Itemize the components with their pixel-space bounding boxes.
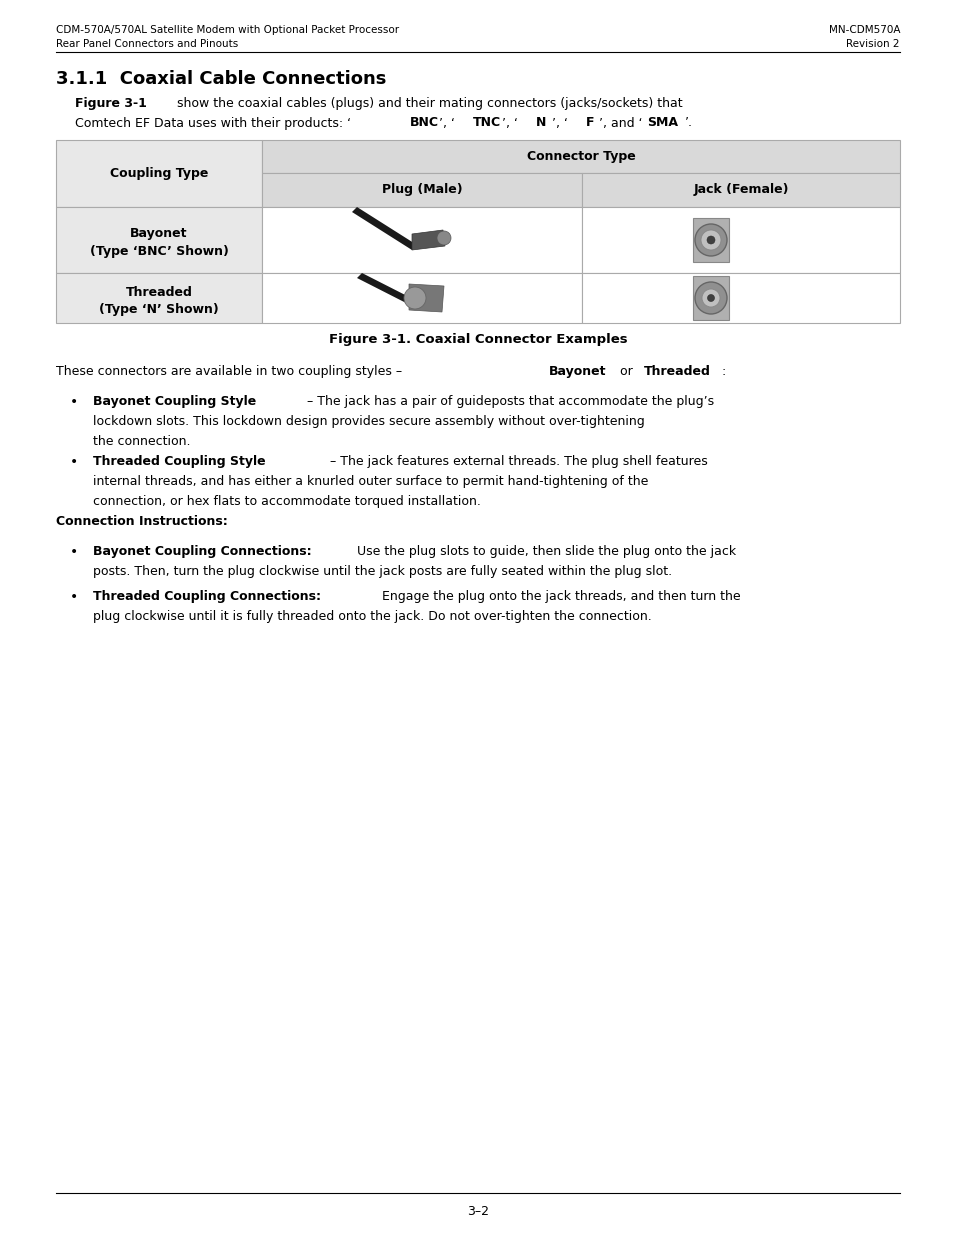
Circle shape [706,236,714,245]
Bar [56,207,262,273]
Text: Threaded: Threaded [643,366,710,378]
Text: N: N [536,116,546,130]
Text: Threaded: Threaded [126,285,193,299]
Bar [262,273,581,324]
Text: Coupling Type: Coupling Type [110,167,208,180]
Text: show the coaxial cables (plugs) and their mating connectors (jacks/sockets) that: show the coaxial cables (plugs) and thei… [172,98,682,110]
Text: Bayonet: Bayonet [131,227,188,241]
Circle shape [701,289,720,308]
Bar [581,207,899,273]
Text: or: or [616,366,636,378]
Bar [581,173,899,207]
Text: the connection.: the connection. [92,435,191,448]
Text: •: • [70,590,78,604]
Text: connection, or hex flats to accommodate torqued installation.: connection, or hex flats to accommodate … [92,495,480,508]
Text: 3–2: 3–2 [467,1205,489,1218]
Bar [581,273,899,324]
Text: internal threads, and has either a knurled outer surface to permit hand-tighteni: internal threads, and has either a knurl… [92,475,648,488]
Text: :: : [720,366,724,378]
Text: TNC: TNC [473,116,500,130]
Bar [692,275,728,320]
Text: ’, ‘: ’, ‘ [552,116,567,130]
Bar [262,173,581,207]
Text: lockdown slots. This lockdown design provides secure assembly without over-tight: lockdown slots. This lockdown design pro… [92,415,644,429]
Text: •: • [70,395,78,409]
Circle shape [695,224,726,256]
Text: Threaded Coupling Connections:: Threaded Coupling Connections: [92,590,320,603]
Bar [262,140,899,173]
Text: Engage the plug onto the jack threads, and then turn the: Engage the plug onto the jack threads, a… [377,590,740,603]
Circle shape [436,231,451,245]
Text: CDM-570A/570AL Satellite Modem with Optional Packet Processor: CDM-570A/570AL Satellite Modem with Opti… [56,25,398,35]
Text: Figure 3-1: Figure 3-1 [75,98,147,110]
Text: MN-CDM570A: MN-CDM570A [827,25,899,35]
Text: Comtech EF Data uses with their products: ‘: Comtech EF Data uses with their products… [75,116,351,130]
Text: Bayonet Coupling Style: Bayonet Coupling Style [92,395,256,408]
Bar [262,207,581,273]
Polygon shape [352,207,416,249]
Text: •: • [70,545,78,559]
Text: SMA: SMA [646,116,678,130]
Text: BNC: BNC [410,116,438,130]
Polygon shape [412,230,444,249]
Text: – The jack has a pair of guideposts that accommodate the plug’s: – The jack has a pair of guideposts that… [303,395,714,408]
Text: Connection Instructions:: Connection Instructions: [56,515,228,529]
Bar [56,273,262,324]
Text: F: F [585,116,594,130]
Text: – The jack features external threads. The plug shell features: – The jack features external threads. Th… [326,454,707,468]
Bar [56,140,262,207]
Text: ’, ‘: ’, ‘ [501,116,517,130]
Bar [692,219,728,262]
Text: Connector Type: Connector Type [526,149,635,163]
Text: ’, ‘: ’, ‘ [438,116,455,130]
Text: plug clockwise until it is fully threaded onto the jack. Do not over-tighten the: plug clockwise until it is fully threade… [92,610,651,622]
Text: 3.1.1  Coaxial Cable Connections: 3.1.1 Coaxial Cable Connections [56,70,386,88]
Text: Bayonet: Bayonet [548,366,606,378]
Text: (Type ‘N’ Shown): (Type ‘N’ Shown) [99,303,218,315]
Text: Plug (Male): Plug (Male) [381,184,462,196]
Text: Figure 3-1. Coaxial Connector Examples: Figure 3-1. Coaxial Connector Examples [329,333,627,346]
Circle shape [695,282,726,314]
Text: Threaded Coupling Style: Threaded Coupling Style [92,454,265,468]
Polygon shape [356,273,416,306]
Text: ’, and ‘: ’, and ‘ [598,116,641,130]
Text: Revision 2: Revision 2 [845,40,899,49]
Text: Use the plug slots to guide, then slide the plug onto the jack: Use the plug slots to guide, then slide … [353,545,736,558]
Text: Jack (Female): Jack (Female) [693,184,788,196]
Text: •: • [70,454,78,469]
Text: (Type ‘BNC’ Shown): (Type ‘BNC’ Shown) [90,245,228,258]
Text: Rear Panel Connectors and Pinouts: Rear Panel Connectors and Pinouts [56,40,238,49]
Text: ’.: ’. [684,116,692,130]
Circle shape [403,287,426,309]
Text: These connectors are available in two coupling styles –: These connectors are available in two co… [56,366,406,378]
Text: posts. Then, turn the plug clockwise until the jack posts are fully seated withi: posts. Then, turn the plug clockwise unt… [92,564,672,578]
Text: Bayonet Coupling Connections:: Bayonet Coupling Connections: [92,545,312,558]
Circle shape [707,294,714,301]
Circle shape [700,230,720,249]
Polygon shape [409,284,443,312]
